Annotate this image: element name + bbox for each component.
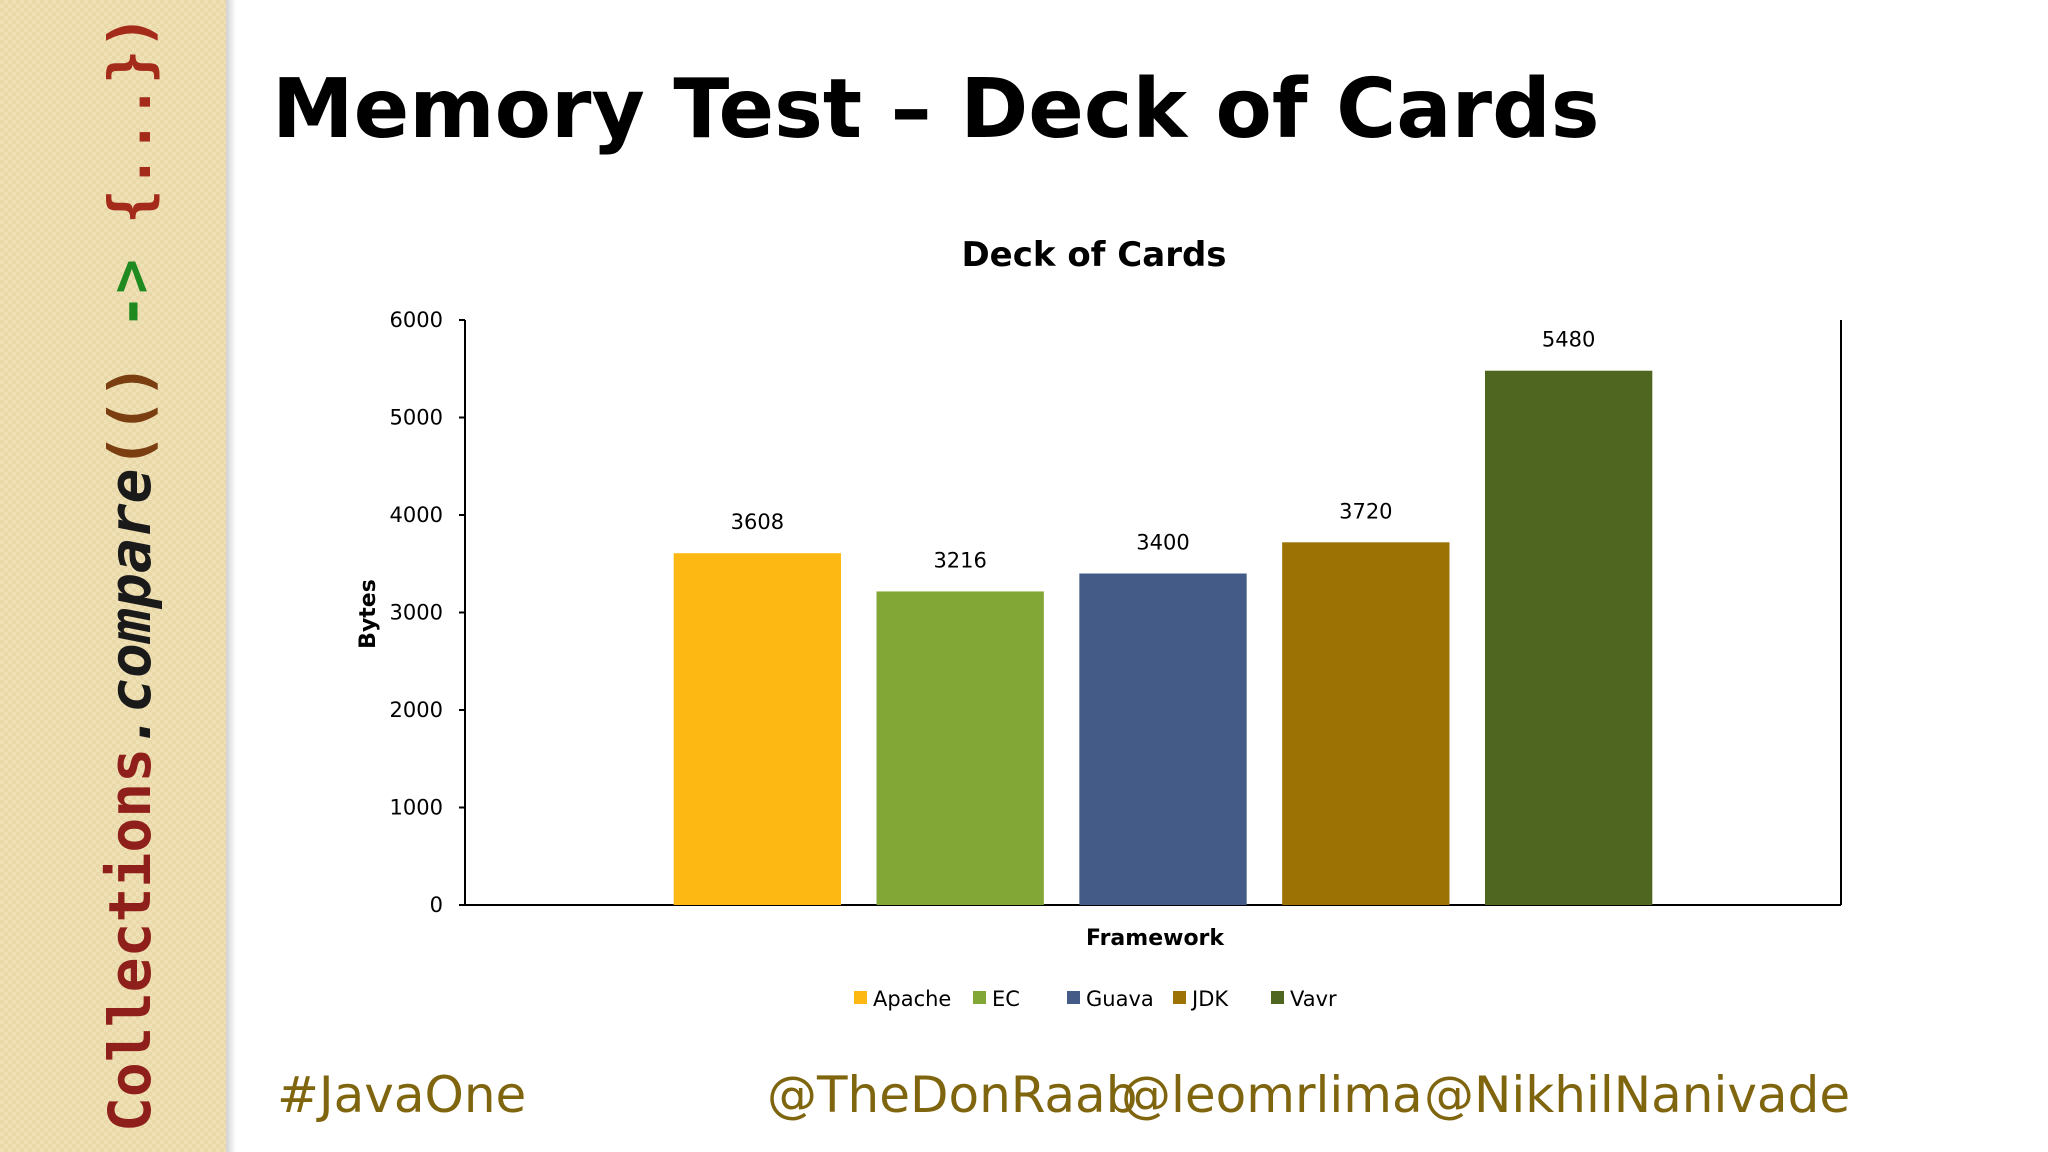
legend-swatch bbox=[973, 991, 986, 1004]
bar bbox=[1079, 573, 1247, 905]
handle: @NikhilNanivade bbox=[1424, 1066, 1850, 1124]
sidebar-shadow bbox=[226, 0, 236, 1152]
sidebar bbox=[0, 0, 226, 1152]
y-tick-label: 5000 bbox=[390, 406, 443, 430]
handle: @leomrlima bbox=[1121, 1066, 1423, 1124]
code-part: (() bbox=[96, 364, 164, 469]
x-axis-label: Framework bbox=[1086, 926, 1225, 951]
bar bbox=[1484, 370, 1653, 905]
data-label: 3216 bbox=[933, 548, 986, 572]
data-label: 5480 bbox=[1542, 328, 1595, 352]
legend-label: Guava bbox=[1086, 987, 1154, 1011]
legend-swatch bbox=[854, 991, 867, 1004]
hashtag: #JavaOne bbox=[277, 1066, 526, 1124]
y-tick-label: 3000 bbox=[390, 601, 443, 625]
code-part: .compare bbox=[96, 469, 164, 748]
slide-title: Memory Test – Deck of Cards bbox=[272, 62, 1600, 157]
chart-title: Deck of Cards bbox=[961, 235, 1226, 275]
data-label: 3400 bbox=[1136, 531, 1189, 555]
legend-label: JDK bbox=[1190, 987, 1229, 1011]
bar bbox=[876, 591, 1044, 905]
sidebar-code: Collections.compare(() -> {...}) bbox=[96, 15, 164, 1132]
y-tick-label: 2000 bbox=[390, 698, 443, 722]
bar bbox=[673, 553, 842, 905]
handle: @TheDonRaab bbox=[767, 1066, 1137, 1124]
y-tick-label: 4000 bbox=[390, 503, 443, 527]
legend-swatch bbox=[1271, 991, 1284, 1004]
data-label: 3720 bbox=[1339, 499, 1392, 523]
legend-swatch bbox=[1173, 991, 1186, 1004]
y-tick-label: 6000 bbox=[390, 308, 443, 332]
y-axis-label: Bytes bbox=[356, 579, 381, 649]
code-part: Collections bbox=[96, 748, 164, 1132]
data-label: 3608 bbox=[731, 510, 784, 534]
code-part: {...}) bbox=[96, 15, 164, 225]
code-part: -> bbox=[96, 224, 164, 364]
legend-label: EC bbox=[992, 987, 1020, 1011]
y-tick-label: 0 bbox=[430, 893, 443, 917]
legend-label: Vavr bbox=[1290, 987, 1337, 1011]
legend-label: Apache bbox=[873, 987, 951, 1011]
y-tick-label: 1000 bbox=[390, 796, 443, 820]
bar bbox=[1282, 542, 1450, 905]
legend-swatch bbox=[1067, 991, 1080, 1004]
